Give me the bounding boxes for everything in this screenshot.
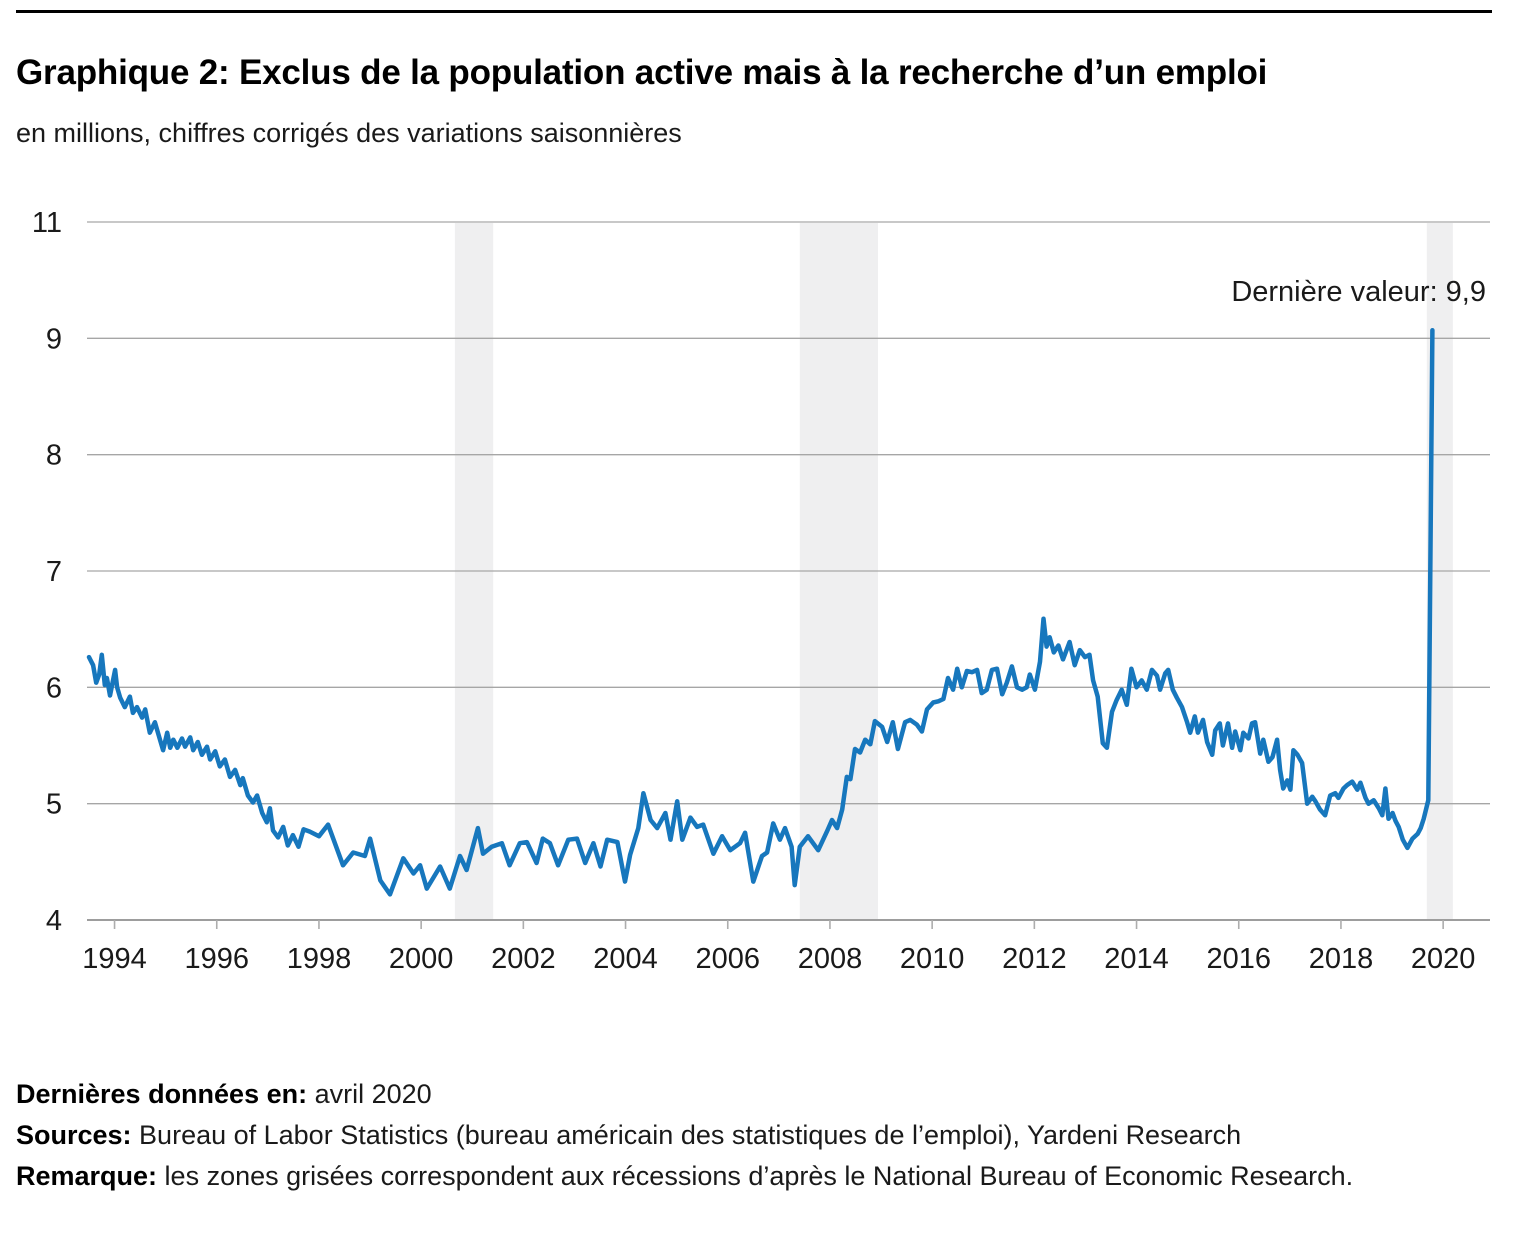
y-axis-label: 8 bbox=[46, 440, 62, 472]
footer-sources-value: Bureau of Labor Statistics (bureau améri… bbox=[131, 1120, 1242, 1150]
x-axis-label: 1994 bbox=[82, 943, 147, 975]
x-axis-label: 2006 bbox=[695, 943, 760, 975]
footer-sources-label: Sources: bbox=[16, 1120, 132, 1150]
footer-sources: Sources: Bureau of Labor Statistics (bur… bbox=[16, 1115, 1416, 1156]
x-axis-label: 2000 bbox=[389, 943, 454, 975]
x-axis-label: 2004 bbox=[593, 943, 658, 975]
x-axis-label: 1998 bbox=[287, 943, 352, 975]
footer-last-data: Dernières données en: avril 2020 bbox=[16, 1074, 1416, 1115]
x-axis-label: 2010 bbox=[900, 943, 965, 975]
x-axis-label: 2008 bbox=[798, 943, 863, 975]
page-title: Graphique 2: Exclus de la population act… bbox=[16, 53, 1268, 93]
x-axis-label: 2012 bbox=[1002, 943, 1067, 975]
y-axis-label: 4 bbox=[46, 905, 62, 937]
x-axis-label: 1996 bbox=[184, 943, 249, 975]
footer-last-data-value: avril 2020 bbox=[307, 1079, 432, 1109]
x-axis-label: 2002 bbox=[491, 943, 556, 975]
chart-subtitle: en millions, chiffres corrigés des varia… bbox=[16, 118, 682, 148]
y-axis-label: 7 bbox=[46, 556, 62, 588]
y-axis-label: 6 bbox=[46, 672, 62, 704]
footer-note-value: les zones grisées correspondent aux réce… bbox=[157, 1161, 1354, 1191]
data-line bbox=[86, 327, 1435, 897]
footer-last-data-label: Dernières données en: bbox=[16, 1079, 308, 1109]
y-axis-label: 5 bbox=[46, 789, 62, 821]
x-axis-label: 2020 bbox=[1411, 943, 1476, 975]
y-axis-label: 11 bbox=[32, 207, 62, 239]
x-axis-label: 2018 bbox=[1309, 943, 1374, 975]
x-axis-label: 2016 bbox=[1206, 943, 1271, 975]
y-axis-label: 9 bbox=[46, 323, 62, 355]
x-axis-label: 2014 bbox=[1104, 943, 1169, 975]
chart-footer: Dernières données en: avril 2020 Sources… bbox=[16, 1074, 1416, 1197]
line-chart: 4 5 6 7 8 9 11 1994 1996 1998 2000 2002 2004 2006 2008… bbox=[32, 207, 1490, 975]
footer-note-label: Remarque: bbox=[16, 1161, 158, 1191]
footer-note: Remarque: les zones grisées corresponden… bbox=[16, 1156, 1416, 1197]
top-rule bbox=[16, 10, 1492, 13]
last-value-annotation: Dernière valeur: 9,9 bbox=[1231, 276, 1486, 308]
